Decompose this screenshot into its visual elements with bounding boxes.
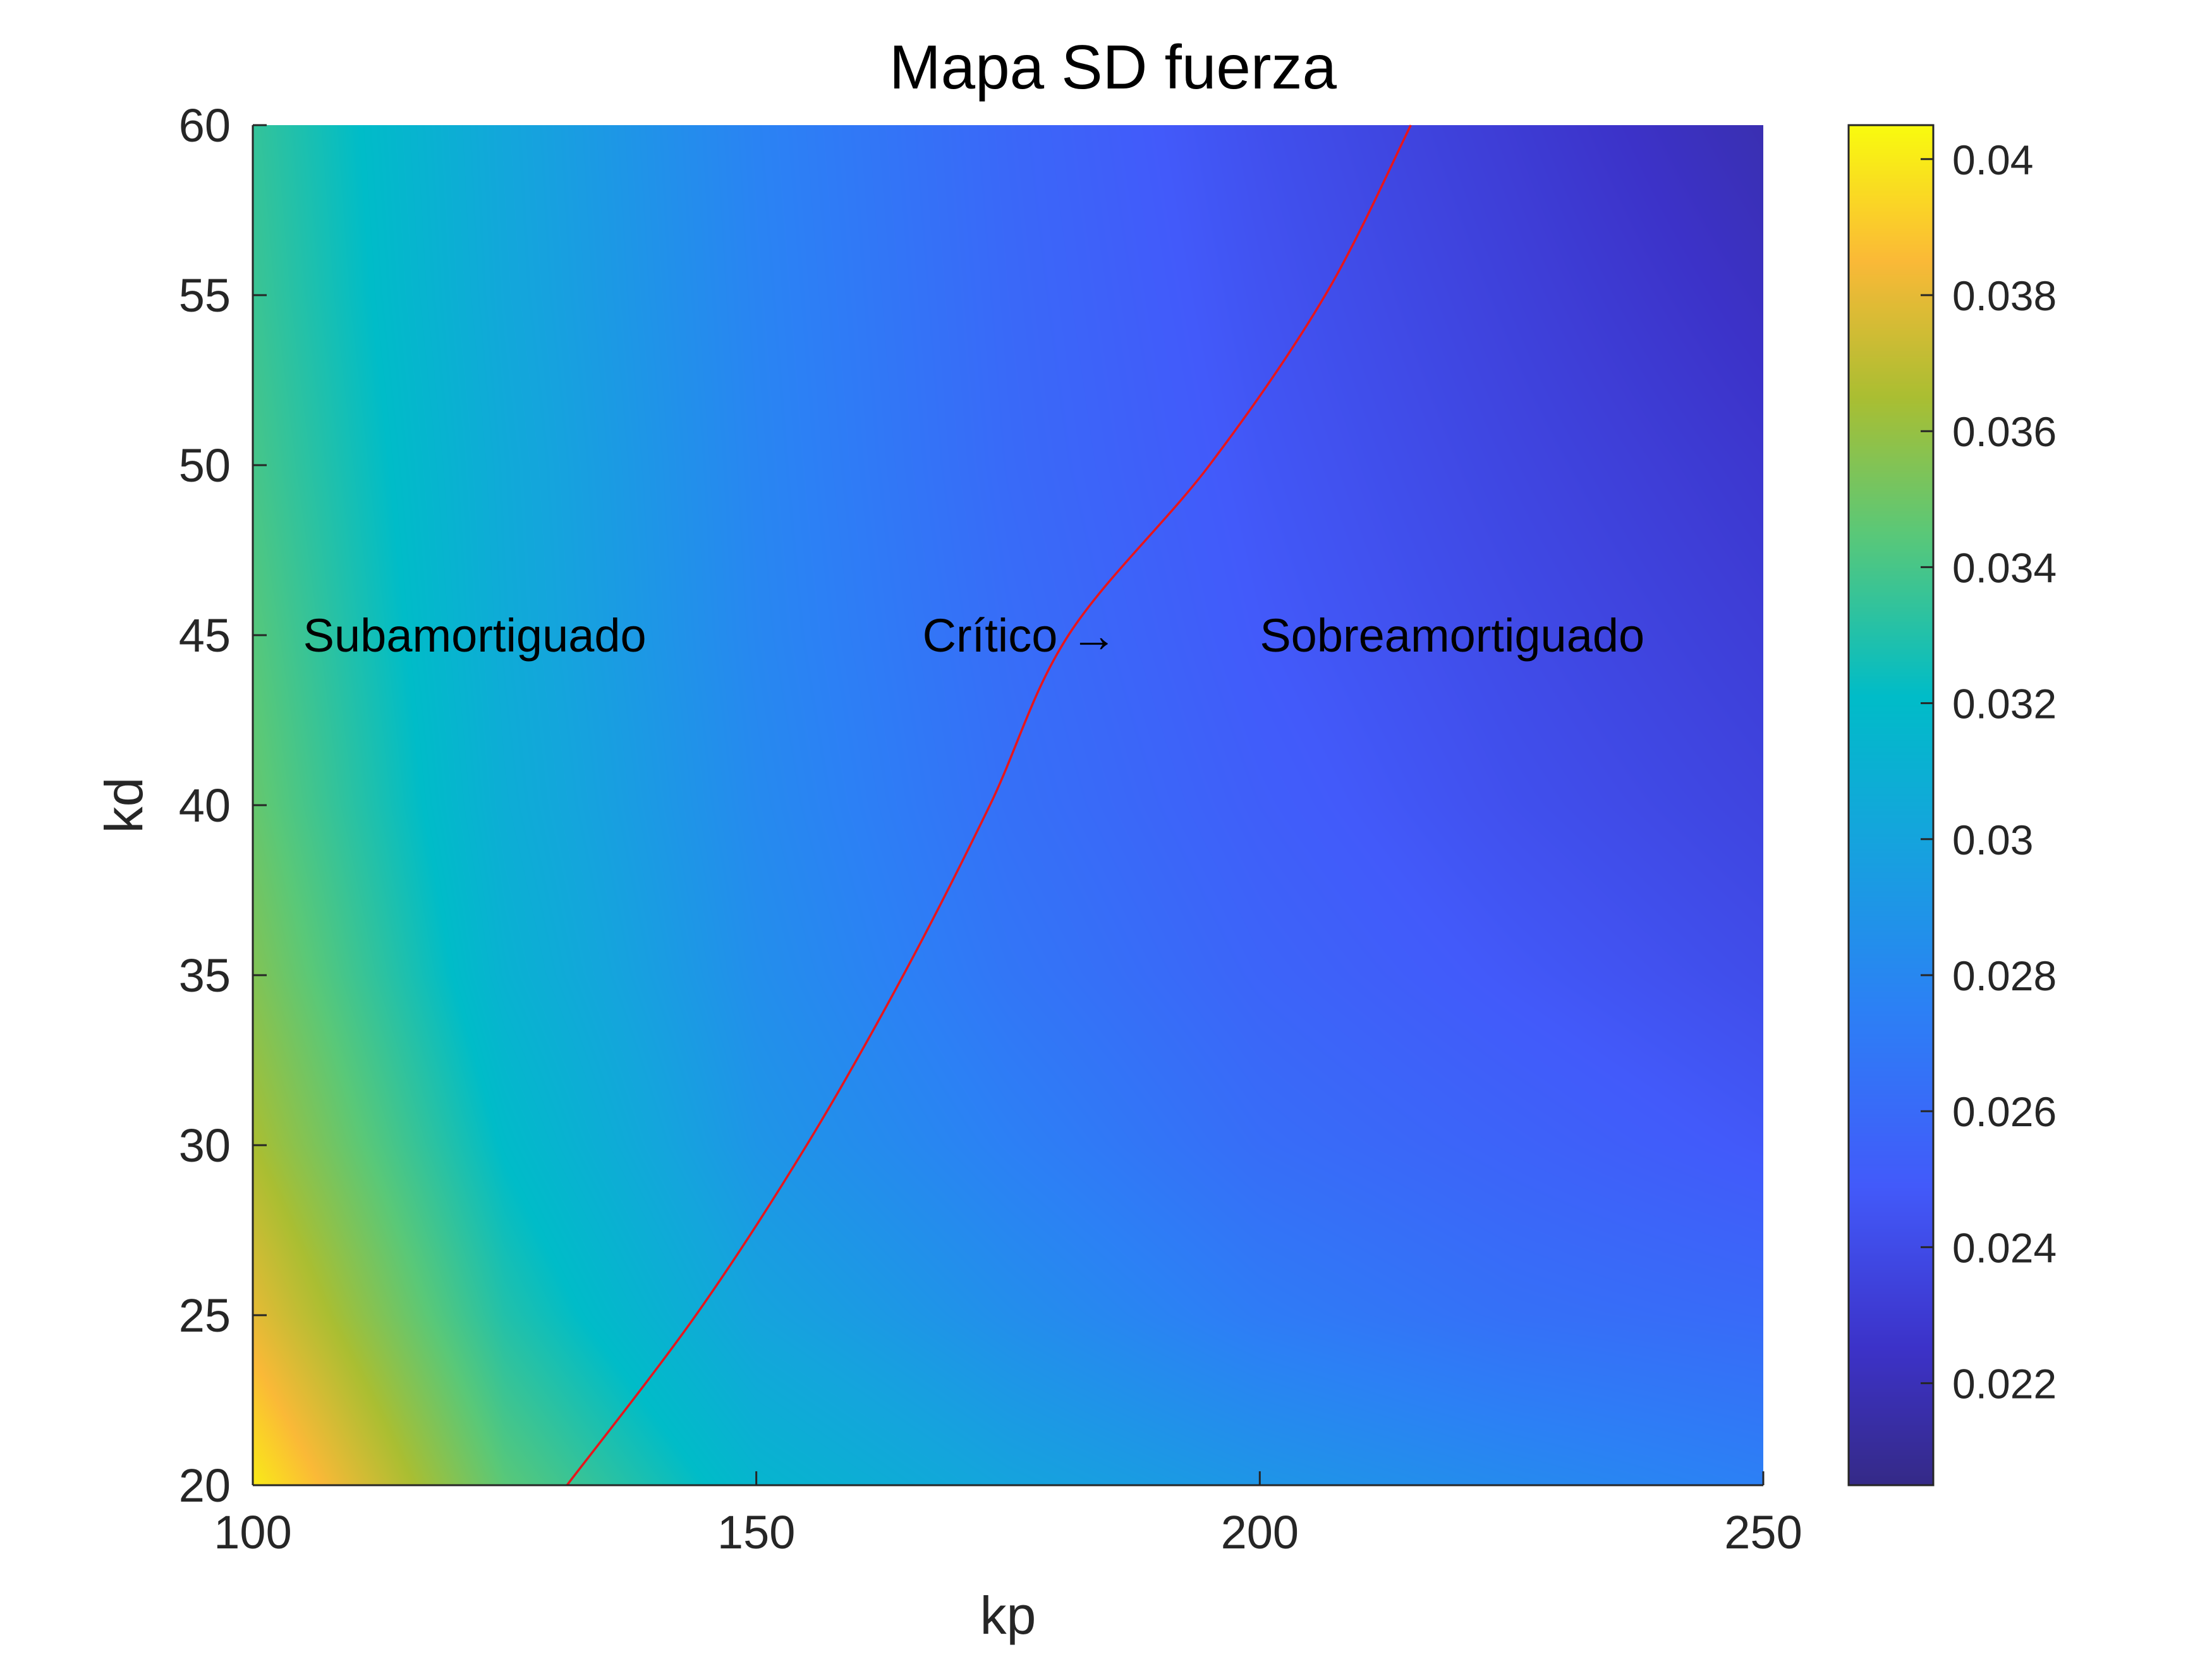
annotation-1: Crítico →: [923, 609, 1117, 662]
y-tick-label: 20: [179, 1459, 231, 1512]
colorbar-tick-label: 0.034: [1952, 544, 2057, 591]
y-tick-label: 50: [179, 439, 231, 492]
y-tick-label: 55: [179, 269, 231, 322]
colorbar-tick-label: 0.032: [1952, 681, 2057, 727]
x-tick-label: 250: [1724, 1506, 1802, 1559]
heatmap-image: [253, 125, 1763, 1485]
y-tick-label: 30: [179, 1119, 231, 1172]
y-tick-label: 60: [179, 99, 231, 152]
x-tick-label: 150: [717, 1506, 795, 1559]
x-axis-label: kp: [980, 1586, 1036, 1645]
colorbar: 0.022 0.024 0.026 0.028 0.03 0.032 0.034 0.036 0…: [1847, 124, 2057, 1486]
colorbar-ticks: 0.022 0.024 0.026 0.028 0.03 0.032 0.034 0.036 0…: [1921, 137, 2057, 1407]
x-tick-label: 200: [1221, 1506, 1299, 1559]
annotations: Subamortiguado Crítico → Sobreamortiguado: [303, 609, 1645, 662]
y-ticks: 20 25 30 35 40 45 50 55 60: [179, 99, 267, 1512]
y-axis-label: kd: [94, 777, 154, 834]
colorbar-tick-label: 0.026: [1952, 1088, 2057, 1135]
annotation-0: Subamortiguado: [303, 609, 647, 662]
colorbar-tick-label: 0.038: [1952, 272, 2057, 319]
colorbar-tick-label: 0.036: [1952, 408, 2057, 455]
colorbar-gradient: [1849, 125, 1933, 1485]
y-tick-label: 35: [179, 949, 231, 1002]
x-tick-label: 100: [214, 1506, 291, 1559]
chart-title: Mapa SD fuerza: [889, 32, 1337, 102]
colorbar-tick-label: 0.022: [1952, 1361, 2057, 1407]
colorbar-tick-label: 0.03: [1952, 817, 2033, 863]
y-tick-label: 25: [179, 1289, 231, 1342]
annotation-2: Sobreamortiguado: [1260, 609, 1644, 662]
y-tick-label: 45: [179, 609, 231, 662]
x-ticks: 100 150 200 250: [214, 1471, 1802, 1559]
heatmap-plot-area: [253, 125, 1763, 1486]
critical-damping-curve: [566, 125, 1412, 1486]
colorbar-frame: [1847, 124, 1935, 1486]
colorbar-tick-label: 0.028: [1952, 952, 2057, 999]
colorbar-tick-label: 0.024: [1952, 1224, 2057, 1271]
axes: 100 150 200 250 20 25 30 35 40 45 50 55 60: [179, 99, 1802, 1559]
y-tick-label: 40: [179, 779, 231, 832]
colorbar-tick-label: 0.04: [1952, 137, 2033, 183]
